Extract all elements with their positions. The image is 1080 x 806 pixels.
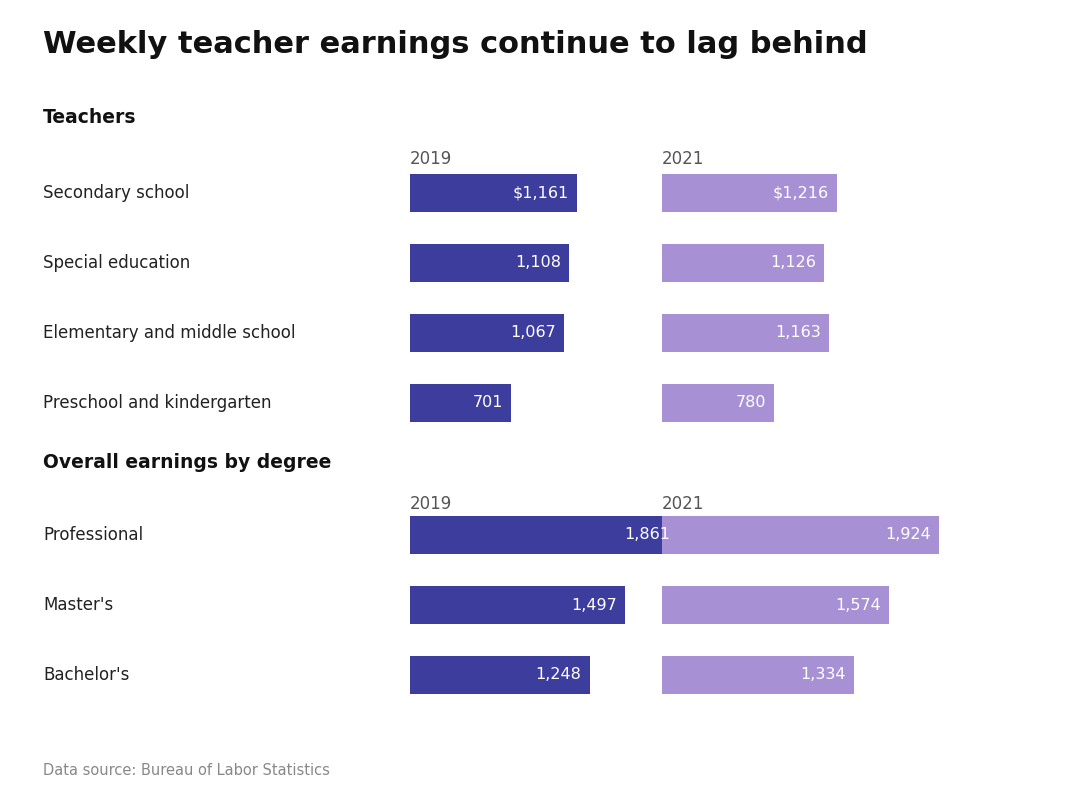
Text: 1,126: 1,126 (770, 256, 816, 271)
Bar (410, 586, 625, 624)
Text: $1,161: $1,161 (513, 185, 569, 201)
Bar (410, 244, 569, 282)
Text: 1,067: 1,067 (510, 326, 555, 340)
Bar (662, 244, 824, 282)
Text: Special education: Special education (43, 254, 190, 272)
Text: Master's: Master's (43, 596, 113, 614)
Bar (410, 516, 678, 554)
Text: 780: 780 (735, 396, 766, 410)
Text: Teachers: Teachers (43, 108, 136, 127)
Bar (662, 516, 939, 554)
Bar (410, 656, 590, 694)
Text: Professional: Professional (43, 526, 144, 544)
Text: 2021: 2021 (662, 150, 704, 168)
Bar (662, 174, 837, 212)
Text: 1,861: 1,861 (624, 527, 670, 542)
Bar (410, 314, 564, 352)
Bar (410, 174, 577, 212)
Text: $1,216: $1,216 (773, 185, 829, 201)
Bar (410, 384, 511, 422)
Text: 701: 701 (472, 396, 503, 410)
Text: 1,334: 1,334 (800, 667, 846, 683)
Text: Preschool and kindergarten: Preschool and kindergarten (43, 394, 271, 412)
Text: Elementary and middle school: Elementary and middle school (43, 324, 296, 342)
Text: 1,924: 1,924 (886, 527, 931, 542)
Text: Data source: Bureau of Labor Statistics: Data source: Bureau of Labor Statistics (43, 763, 329, 778)
Text: 2021: 2021 (662, 495, 704, 513)
Text: Bachelor's: Bachelor's (43, 666, 130, 684)
Text: Secondary school: Secondary school (43, 184, 189, 202)
Text: 1,574: 1,574 (835, 597, 880, 613)
Text: 1,248: 1,248 (536, 667, 582, 683)
Text: 2019: 2019 (410, 495, 453, 513)
Text: 1,497: 1,497 (571, 597, 618, 613)
Bar (662, 314, 829, 352)
Text: 1,163: 1,163 (775, 326, 822, 340)
Text: Overall earnings by degree: Overall earnings by degree (43, 453, 332, 472)
Bar (662, 656, 854, 694)
Bar (662, 384, 774, 422)
Text: Weekly teacher earnings continue to lag behind: Weekly teacher earnings continue to lag … (43, 30, 867, 59)
Text: 1,108: 1,108 (515, 256, 562, 271)
Text: 2019: 2019 (410, 150, 453, 168)
Bar (662, 586, 889, 624)
